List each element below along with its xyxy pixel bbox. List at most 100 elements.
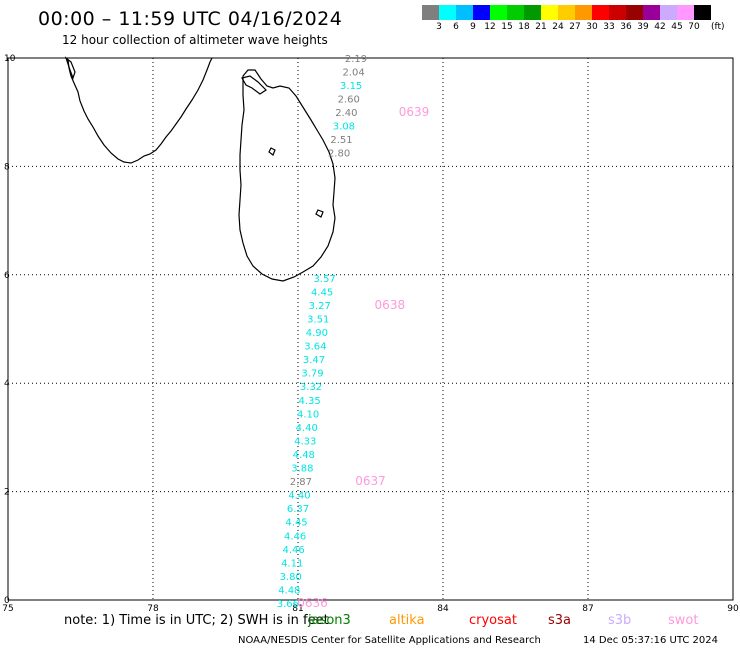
colorbar-swatch xyxy=(677,5,694,20)
swh-value: 2.60 xyxy=(338,94,360,105)
colorbar-label: 6 xyxy=(453,22,459,32)
legend-item-swot: swot xyxy=(668,613,699,628)
y-tick-label: 6 xyxy=(4,271,10,281)
india-coastline xyxy=(67,57,213,164)
colorbar-label: 18 xyxy=(518,22,530,32)
swh-value: 2.04 xyxy=(342,67,364,78)
axis-ticks: 75 78 81 84 87 90 10 8 6 4 2 0 xyxy=(2,54,739,614)
swh-value: 3.47 xyxy=(303,355,325,366)
colorbar-swatch xyxy=(422,5,439,20)
colorbar-swatch xyxy=(473,5,490,20)
colorbar-swatch xyxy=(456,5,473,20)
colorbar-label: 24 xyxy=(552,22,564,32)
colorbar-swatch xyxy=(609,5,626,20)
colorbar-swatch xyxy=(524,5,541,20)
swh-value: 4.46 xyxy=(283,545,305,556)
swh-value: 4.33 xyxy=(294,436,316,447)
swh-value: 3.57 xyxy=(313,274,335,285)
colorbar-label: 45 xyxy=(671,22,683,32)
x-tick-label: 84 xyxy=(437,604,449,614)
swh-value: 3.66 xyxy=(277,599,299,610)
colorbar-label: 12 xyxy=(484,22,496,32)
y-tick-label: 2 xyxy=(4,488,10,498)
legend-item-s3b: s3b xyxy=(608,613,632,628)
x-tick-label: 81 xyxy=(292,604,303,614)
y-tick-label: 8 xyxy=(4,162,10,172)
x-tick-label: 75 xyxy=(2,604,13,614)
swh-value: 3.79 xyxy=(301,369,323,380)
swh-value: 4.45 xyxy=(285,518,307,529)
pass-labels: 0639 0638 0637 0636 xyxy=(297,105,429,610)
page-subtitle: 12 hour collection of altimeter wave hei… xyxy=(62,33,328,47)
colorbar-swatch xyxy=(575,5,592,20)
legend-item-s3a: s3a xyxy=(548,613,572,628)
swh-value: 3.32 xyxy=(300,382,322,393)
colorbar-swatch xyxy=(558,5,575,20)
colorbar-swatch xyxy=(592,5,609,20)
swh-value: 4.46 xyxy=(284,531,306,542)
colorbar-swatch xyxy=(541,5,558,20)
map-frame xyxy=(7,57,734,601)
swh-value: 3.27 xyxy=(309,301,331,312)
swh-value: 4.35 xyxy=(298,396,320,407)
colorbar-swatch xyxy=(490,5,507,20)
swh-value: 3.08 xyxy=(333,122,355,133)
colorbar-label: 3 xyxy=(436,22,442,32)
islet-2 xyxy=(315,209,324,218)
swh-value: 4.48 xyxy=(293,450,315,461)
generated-date: 14 Dec 05:37:16 UTC 2024 xyxy=(583,635,718,646)
graticule xyxy=(8,58,733,600)
swh-observations: 2.19 2.04 3.15 2.60 2.40 3.08 2.51 2.80 3.57 4.45… xyxy=(277,54,367,610)
colorbar-label: 36 xyxy=(620,22,632,32)
x-tick-label: 90 xyxy=(727,604,739,614)
mannar-island xyxy=(64,56,76,80)
legend-item-cryosat: cryosat xyxy=(469,613,517,628)
colorbar-swatch xyxy=(660,5,677,20)
colorbar-unit: (ft) xyxy=(711,22,725,32)
legend-item-jason3: jason3 xyxy=(308,613,351,628)
swh-value: 4.10 xyxy=(297,409,319,420)
jaffna-peninsula xyxy=(241,75,267,95)
colorbar-label: 33 xyxy=(603,22,615,32)
swh-value: 2.87 xyxy=(290,477,312,488)
colorbar-label: 21 xyxy=(535,22,547,32)
legend-item-altika: altika xyxy=(389,613,425,628)
colorbar-swatch xyxy=(694,5,711,20)
swh-value: 2.40 xyxy=(335,108,357,119)
page-title: 00:00 – 11:59 UTC 04/16/2024 xyxy=(38,8,343,30)
coastline xyxy=(64,56,336,282)
pass-time-label: 0638 xyxy=(375,298,406,312)
colorbar-swatch xyxy=(626,5,643,20)
swh-value: 3.15 xyxy=(340,81,362,92)
swh-value: 3.80 xyxy=(280,572,302,583)
swh-value: 2.19 xyxy=(345,54,367,65)
colorbar-label: 42 xyxy=(654,22,666,32)
sri-lanka-coastline xyxy=(238,69,336,282)
swh-value: 4.11 xyxy=(281,558,303,569)
swh-value: 4.40 xyxy=(288,491,310,502)
swh-value: 3.88 xyxy=(291,464,313,475)
pass-time-label: 0639 xyxy=(399,105,430,119)
swh-value: 2.80 xyxy=(328,149,350,160)
swh-value: 4.48 xyxy=(278,585,300,596)
y-tick-label: 4 xyxy=(4,379,10,389)
x-tick-label: 78 xyxy=(147,604,159,614)
colorbar-swatch xyxy=(507,5,524,20)
pass-time-label: 0637 xyxy=(355,474,386,488)
colorbar-label: 15 xyxy=(501,22,513,32)
swh-value: 6.37 xyxy=(287,504,309,515)
swh-value: 2.51 xyxy=(330,135,352,146)
colorbar-label: 39 xyxy=(637,22,649,32)
colorbar-label: 9 xyxy=(470,22,476,32)
colorbar-swatch xyxy=(643,5,660,20)
swh-value: 3.51 xyxy=(307,314,329,325)
colorbar-label: 27 xyxy=(569,22,581,32)
swh-value: 4.90 xyxy=(306,328,328,339)
colorbar xyxy=(422,5,711,20)
colorbar-label: 70 xyxy=(688,22,700,32)
colorbar-swatch xyxy=(439,5,456,20)
colorbar-label: 30 xyxy=(586,22,598,32)
x-tick-label: 87 xyxy=(582,604,593,614)
pass-time-label: 0636 xyxy=(297,596,328,610)
